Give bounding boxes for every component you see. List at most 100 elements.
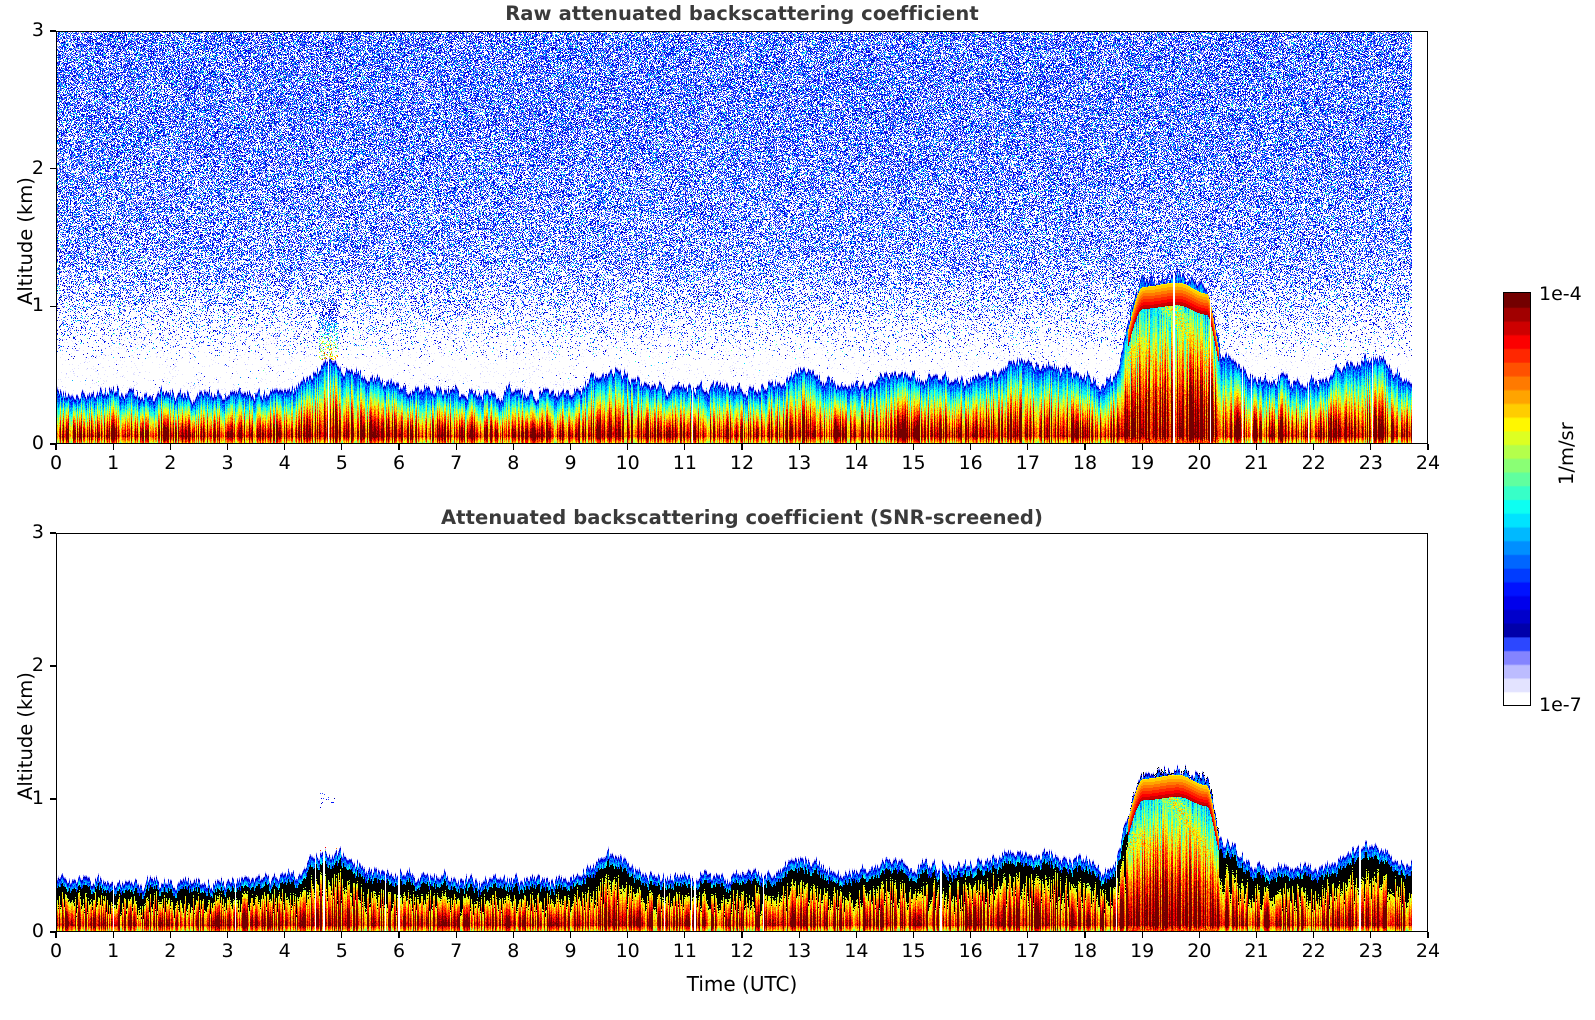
- x-tick-label-16: 16: [958, 940, 983, 962]
- y-tick-mark: [50, 443, 56, 445]
- x-tick-label-2: 2: [164, 452, 177, 474]
- y-tick-mark: [50, 665, 56, 667]
- x-tick-mark: [226, 444, 229, 450]
- panel-2-y-axis-label: Altitude (km): [14, 672, 37, 800]
- x-tick-mark: [226, 932, 229, 938]
- y-tick-label-2: 2: [31, 156, 44, 179]
- x-tick-mark: [284, 444, 286, 450]
- x-tick-label-19: 19: [1130, 452, 1155, 474]
- x-tick-label-12: 12: [729, 940, 755, 962]
- x-tick-mark: [912, 444, 915, 450]
- x-tick-mark: [1255, 932, 1258, 938]
- x-tick-mark: [855, 444, 857, 450]
- x-tick-label-16: 16: [958, 452, 983, 474]
- x-tick-label-19: 19: [1130, 940, 1155, 962]
- x-tick-mark: [627, 932, 629, 938]
- x-tick-mark: [512, 444, 514, 450]
- x-tick-mark: [970, 444, 972, 450]
- y-tick-label-1: 1: [31, 294, 44, 317]
- y-tick-mark: [50, 931, 56, 933]
- x-tick-label-14: 14: [844, 452, 869, 474]
- colorbar-max-label: 1e-4: [1539, 283, 1582, 305]
- x-tick-label-7: 7: [450, 452, 463, 474]
- x-tick-mark: [1427, 444, 1429, 450]
- snr-screened-backscatter-heatmap: [57, 534, 1427, 931]
- panel-1-title: Raw attenuated backscattering coefficien…: [505, 2, 979, 25]
- x-tick-label-23: 23: [1358, 452, 1383, 474]
- x-tick-mark: [970, 932, 972, 938]
- x-tick-label-12: 12: [729, 452, 755, 474]
- x-tick-label-15: 15: [901, 940, 926, 962]
- x-tick-label-4: 4: [278, 452, 291, 474]
- x-tick-label-6: 6: [392, 940, 406, 962]
- x-tick-mark: [1084, 444, 1086, 450]
- y-tick-mark: [50, 305, 56, 307]
- x-tick-label-11: 11: [672, 452, 697, 474]
- x-tick-mark: [855, 932, 857, 938]
- x-tick-mark: [684, 932, 686, 938]
- x-tick-mark: [912, 932, 915, 938]
- panel-2-title: Attenuated backscattering coefficient (S…: [440, 506, 1044, 529]
- x-tick-mark: [112, 444, 114, 450]
- x-tick-mark: [1141, 444, 1143, 450]
- y-tick-label-0: 0: [31, 432, 44, 454]
- panel-1-plot-area: [56, 31, 1428, 444]
- x-tick-label-15: 15: [901, 452, 926, 474]
- x-tick-label-20: 20: [1187, 940, 1212, 962]
- raw-backscatter-heatmap: [57, 32, 1427, 443]
- x-tick-label-24: 24: [1415, 452, 1441, 474]
- x-tick-mark: [455, 932, 457, 938]
- x-tick-label-18: 18: [1072, 452, 1098, 474]
- y-tick-label-0: 0: [31, 920, 44, 942]
- x-tick-mark: [55, 444, 57, 450]
- x-tick-mark: [1027, 932, 1029, 938]
- panel-2-plot-area: [56, 533, 1428, 932]
- y-tick-mark: [50, 532, 56, 534]
- x-tick-label-7: 7: [450, 940, 463, 962]
- x-tick-mark: [512, 932, 514, 938]
- x-tick-mark: [741, 932, 743, 938]
- x-tick-label-4: 4: [278, 940, 291, 962]
- x-tick-label-3: 3: [221, 452, 234, 474]
- x-tick-mark: [455, 444, 457, 450]
- x-tick-label-6: 6: [392, 452, 406, 474]
- x-tick-label-10: 10: [615, 452, 640, 474]
- x-tick-label-9: 9: [564, 452, 577, 474]
- x-tick-label-23: 23: [1358, 940, 1383, 962]
- x-tick-mark: [627, 444, 629, 450]
- x-tick-mark: [1027, 444, 1029, 450]
- x-tick-mark: [1313, 444, 1315, 450]
- x-tick-label-9: 9: [564, 940, 577, 962]
- x-tick-mark: [1198, 444, 1200, 450]
- x-tick-label-17: 17: [1015, 452, 1040, 474]
- y-tick-label-2: 2: [31, 654, 44, 676]
- y-tick-mark: [50, 168, 56, 170]
- x-tick-label-22: 22: [1301, 940, 1326, 962]
- x-axis-label: Time (UTC): [686, 972, 798, 996]
- x-tick-label-20: 20: [1187, 452, 1212, 474]
- x-tick-label-5: 5: [335, 940, 348, 962]
- x-tick-label-10: 10: [615, 940, 640, 962]
- x-tick-mark: [1370, 932, 1372, 938]
- colorbar: [1503, 292, 1531, 706]
- x-tick-mark: [398, 932, 400, 938]
- x-tick-mark: [684, 444, 686, 450]
- x-tick-label-8: 8: [507, 940, 520, 962]
- y-tick-label-3: 3: [31, 521, 44, 543]
- x-tick-label-11: 11: [672, 940, 697, 962]
- y-tick-mark: [50, 30, 56, 32]
- x-tick-label-17: 17: [1015, 940, 1040, 962]
- x-tick-mark: [1084, 932, 1086, 938]
- panel-1-y-axis-label: Altitude (km): [14, 177, 37, 305]
- x-tick-label-22: 22: [1301, 452, 1326, 474]
- x-tick-label-1: 1: [107, 452, 120, 474]
- x-tick-label-2: 2: [164, 940, 177, 962]
- x-tick-label-13: 13: [787, 940, 812, 962]
- x-tick-mark: [169, 932, 171, 938]
- x-tick-mark: [169, 444, 171, 450]
- x-tick-label-14: 14: [844, 940, 869, 962]
- x-tick-mark: [341, 444, 343, 450]
- x-tick-mark: [798, 444, 800, 450]
- x-tick-label-21: 21: [1244, 940, 1269, 962]
- x-tick-label-5: 5: [335, 452, 348, 474]
